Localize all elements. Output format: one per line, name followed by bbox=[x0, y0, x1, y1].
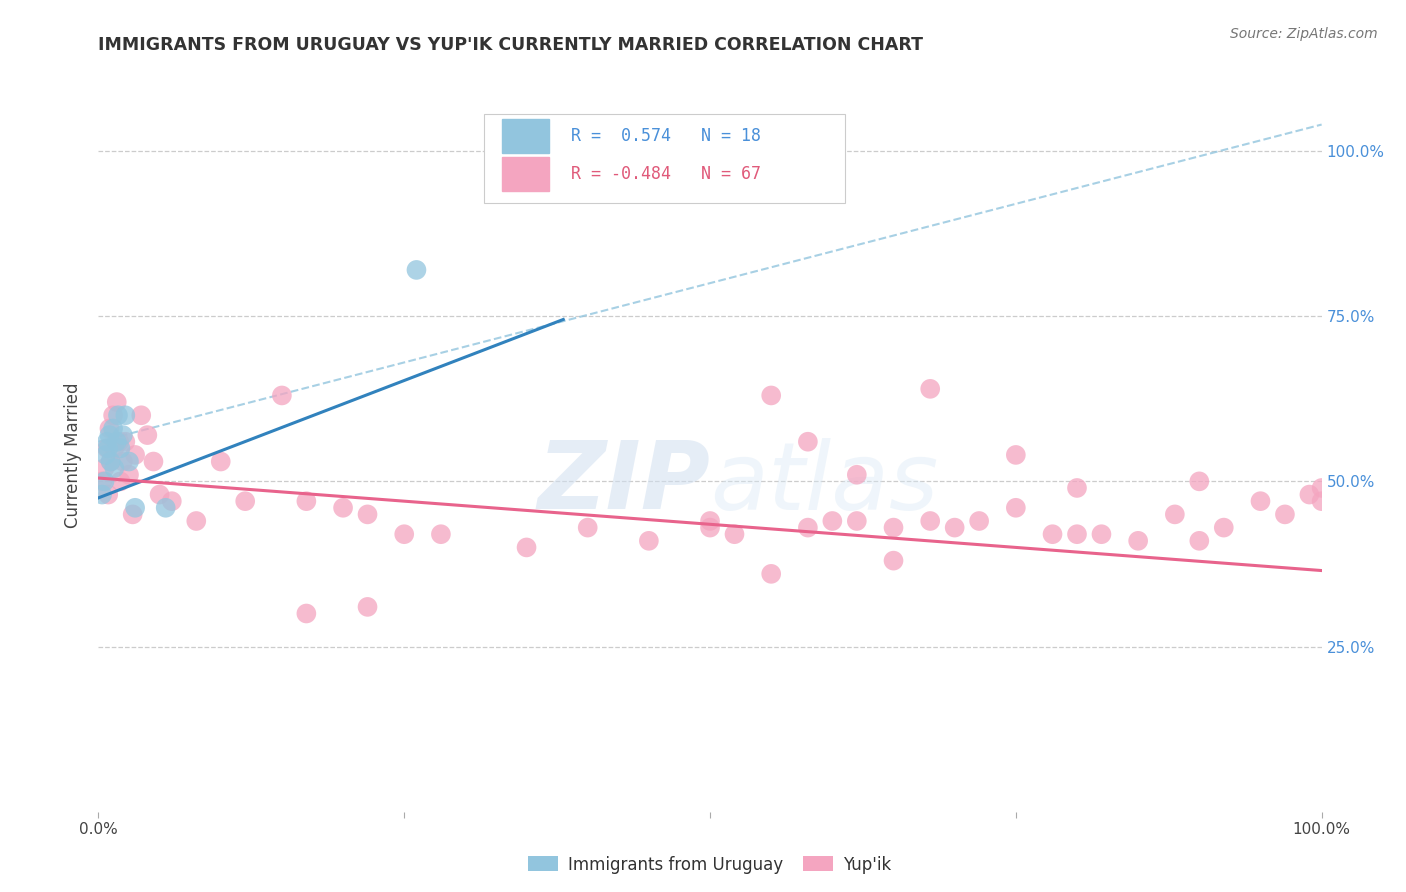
Point bbox=[1310, 494, 1333, 508]
Point bbox=[94, 448, 117, 462]
Point bbox=[1164, 508, 1187, 522]
Point bbox=[101, 421, 124, 435]
Point bbox=[392, 527, 416, 541]
Point bbox=[209, 454, 232, 468]
Text: R =  0.574   N = 18: R = 0.574 N = 18 bbox=[571, 127, 761, 145]
Point bbox=[1066, 481, 1088, 495]
Point bbox=[142, 454, 165, 468]
Point bbox=[1188, 475, 1211, 489]
Point bbox=[883, 520, 905, 534]
Point bbox=[356, 508, 378, 522]
Point bbox=[515, 541, 537, 555]
Point bbox=[576, 520, 599, 534]
Point bbox=[114, 434, 136, 449]
Point bbox=[883, 554, 905, 568]
Point bbox=[1249, 494, 1271, 508]
Text: Source: ZipAtlas.com: Source: ZipAtlas.com bbox=[1230, 27, 1378, 41]
Point bbox=[93, 475, 115, 489]
Point bbox=[96, 434, 118, 449]
Point bbox=[1212, 520, 1234, 534]
Point bbox=[91, 475, 114, 489]
Point bbox=[920, 514, 942, 528]
Point bbox=[108, 434, 131, 449]
Point bbox=[270, 388, 294, 402]
Point bbox=[118, 454, 141, 468]
Point bbox=[93, 461, 115, 475]
Point bbox=[699, 514, 721, 528]
FancyBboxPatch shape bbox=[484, 114, 845, 203]
Point bbox=[105, 395, 128, 409]
Point bbox=[967, 514, 990, 528]
Point bbox=[103, 442, 125, 456]
Point bbox=[100, 454, 122, 468]
Point bbox=[845, 467, 868, 482]
Point bbox=[920, 382, 942, 396]
Point bbox=[797, 520, 820, 534]
Point bbox=[845, 514, 868, 528]
Point bbox=[761, 566, 783, 581]
Point bbox=[103, 461, 125, 475]
Point bbox=[111, 428, 134, 442]
Point bbox=[332, 500, 354, 515]
Point bbox=[97, 442, 120, 456]
Point bbox=[761, 388, 783, 402]
Point bbox=[114, 409, 136, 423]
Text: IMMIGRANTS FROM URUGUAY VS YUP'IK CURRENTLY MARRIED CORRELATION CHART: IMMIGRANTS FROM URUGUAY VS YUP'IK CURREN… bbox=[98, 36, 924, 54]
Point bbox=[1066, 527, 1088, 541]
Point bbox=[129, 409, 152, 423]
Point bbox=[97, 487, 120, 501]
Point bbox=[1090, 527, 1112, 541]
Legend: Immigrants from Uruguay, Yup'ik: Immigrants from Uruguay, Yup'ik bbox=[520, 847, 900, 882]
Point bbox=[105, 434, 128, 449]
Point bbox=[1004, 448, 1026, 462]
Point bbox=[821, 514, 844, 528]
Point bbox=[295, 607, 318, 621]
Y-axis label: Currently Married: Currently Married bbox=[65, 382, 83, 528]
Text: atlas: atlas bbox=[710, 438, 938, 529]
Point bbox=[1004, 500, 1026, 515]
Point bbox=[124, 448, 146, 462]
Point bbox=[96, 442, 118, 456]
FancyBboxPatch shape bbox=[502, 157, 548, 191]
Point bbox=[149, 487, 172, 501]
Point bbox=[136, 428, 159, 442]
Point bbox=[1298, 487, 1320, 501]
Point bbox=[1274, 508, 1296, 522]
Point bbox=[1188, 533, 1211, 548]
Point bbox=[107, 409, 129, 423]
Point bbox=[155, 500, 177, 515]
Point bbox=[295, 494, 318, 508]
Point bbox=[943, 520, 966, 534]
Point bbox=[101, 409, 124, 423]
Point bbox=[110, 475, 132, 489]
Point bbox=[100, 454, 122, 468]
Text: R = -0.484   N = 67: R = -0.484 N = 67 bbox=[571, 165, 761, 183]
Point bbox=[98, 421, 121, 435]
Point bbox=[723, 527, 745, 541]
Point bbox=[699, 520, 721, 534]
Point bbox=[111, 454, 134, 468]
Point bbox=[124, 500, 146, 515]
Point bbox=[430, 527, 453, 541]
Text: ZIP: ZIP bbox=[537, 437, 710, 530]
Point bbox=[118, 467, 141, 482]
Point bbox=[98, 428, 121, 442]
Point bbox=[110, 442, 132, 456]
Point bbox=[638, 533, 661, 548]
Point bbox=[797, 434, 820, 449]
FancyBboxPatch shape bbox=[502, 119, 548, 153]
Point bbox=[91, 487, 114, 501]
Point bbox=[405, 263, 427, 277]
Point bbox=[1128, 533, 1150, 548]
Point bbox=[1042, 527, 1064, 541]
Point bbox=[356, 599, 378, 614]
Point bbox=[186, 514, 208, 528]
Point bbox=[121, 508, 143, 522]
Point bbox=[160, 494, 183, 508]
Point bbox=[1310, 481, 1333, 495]
Point bbox=[233, 494, 256, 508]
